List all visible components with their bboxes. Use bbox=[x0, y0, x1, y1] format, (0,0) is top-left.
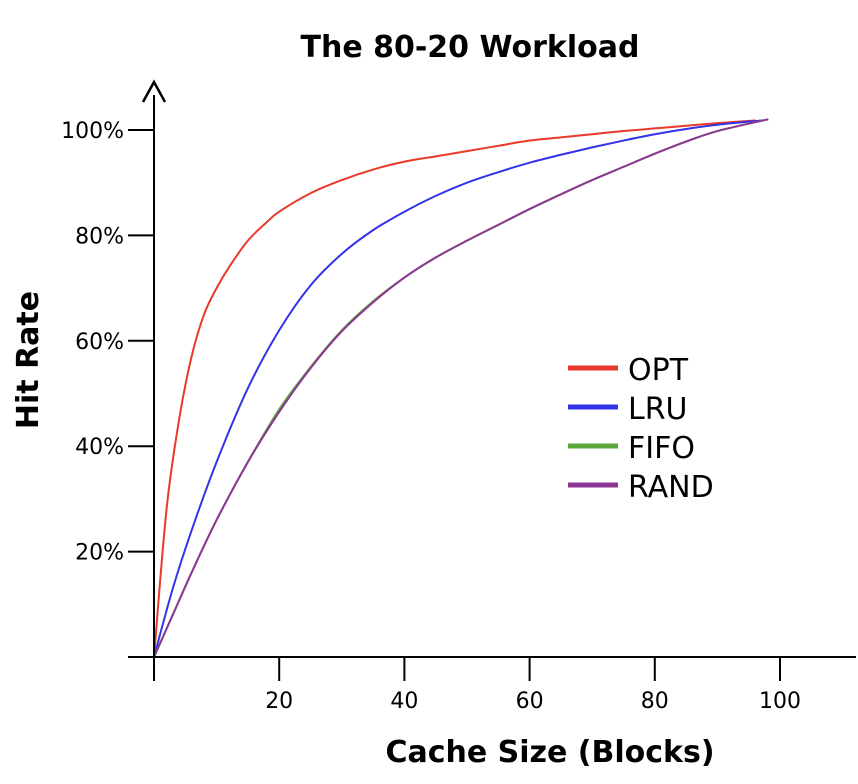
x-tick-label-20: 20 bbox=[265, 689, 293, 714]
series-line-rand bbox=[153, 118, 769, 658]
x-tick-label-100: 100 bbox=[759, 689, 801, 714]
x-axis-label: Cache Size (Blocks) bbox=[385, 735, 714, 770]
y-tick-label-100: 100% bbox=[61, 119, 124, 144]
y-tick-label-20: 20% bbox=[75, 541, 124, 566]
y-axis-ticks: 20% 40% 60% 80% 100% bbox=[61, 119, 154, 566]
plot-area: 20 40 60 80 100 20% 40% 60% 80% 100% bbox=[61, 79, 856, 714]
chart-title: The 80-20 Workload bbox=[301, 30, 640, 65]
legend-label-opt: OPT bbox=[628, 353, 689, 388]
series-line-opt bbox=[153, 119, 756, 658]
y-axis-arrow-icon bbox=[141, 79, 167, 103]
legend: OPT LRU FIFO RAND bbox=[568, 353, 714, 505]
legend-label-fifo: FIFO bbox=[628, 431, 695, 466]
legend-label-lru: LRU bbox=[628, 392, 688, 427]
x-tick-label-60: 60 bbox=[516, 689, 544, 714]
y-axis-label: Hit Rate bbox=[11, 291, 46, 429]
y-tick-label-60: 60% bbox=[75, 330, 124, 355]
y-tick-label-40: 40% bbox=[75, 435, 124, 460]
legend-label-rand: RAND bbox=[628, 470, 714, 505]
series-line-fifo bbox=[153, 118, 769, 658]
x-tick-label-40: 40 bbox=[390, 689, 418, 714]
y-tick-label-80: 80% bbox=[75, 224, 124, 249]
series-line-lru bbox=[153, 119, 763, 658]
x-tick-label-80: 80 bbox=[641, 689, 669, 714]
series-lines bbox=[153, 118, 769, 658]
x-axis-ticks: 20 40 60 80 100 bbox=[153, 657, 801, 714]
